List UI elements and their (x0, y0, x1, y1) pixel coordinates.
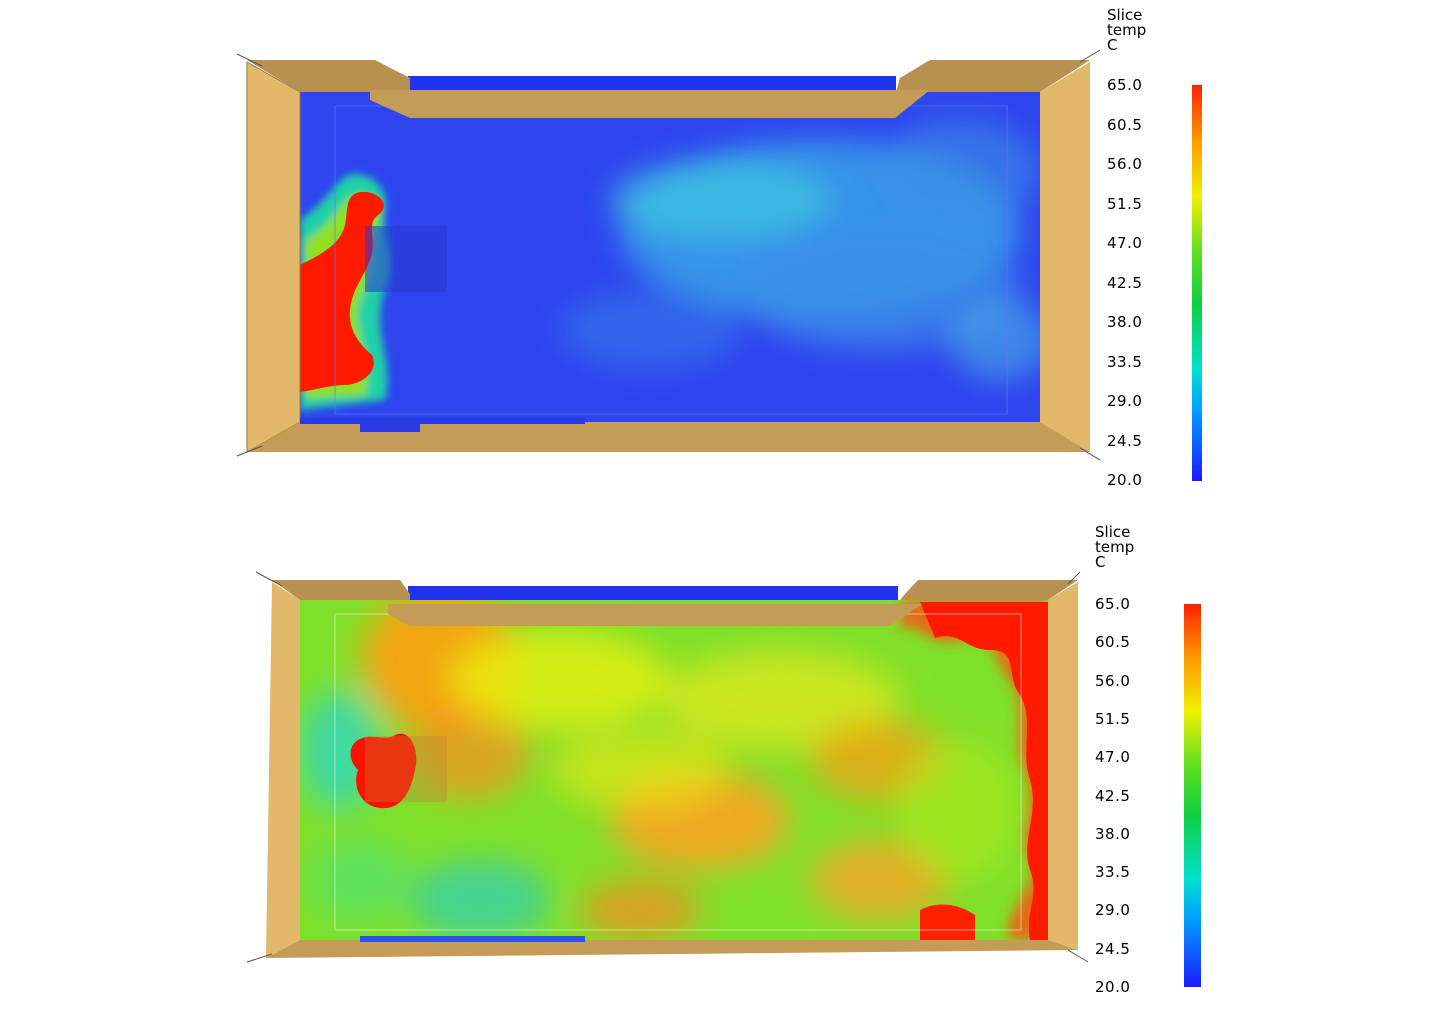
bottom-legend-title: Slice temp C (1095, 525, 1134, 570)
bottom-legend-line-3: C (1095, 553, 1106, 571)
top-legend-title: Slice temp C (1107, 8, 1146, 53)
top-wall-back-right (896, 60, 1090, 92)
bottom-tick: 65.0 (1095, 595, 1131, 613)
bottom-wall-left (266, 582, 300, 958)
bottom-back-vent (408, 586, 898, 600)
top-wall-front (247, 422, 1090, 452)
bottom-wall-front (266, 940, 1078, 958)
top-tick: 51.5 (1107, 195, 1143, 213)
bottom-tick: 47.0 (1095, 748, 1131, 766)
bottom-room-view (246, 571, 1089, 963)
bottom-tick: 20.0 (1095, 978, 1131, 996)
bottom-wall-right (1048, 582, 1078, 950)
top-tick: 47.0 (1107, 234, 1143, 252)
top-room-view (236, 49, 1100, 461)
bottom-legend-line-1: Slice (1095, 523, 1131, 541)
top-legend-line-2: temp (1107, 21, 1147, 39)
bottom-tick: 56.0 (1095, 672, 1131, 690)
bottom-wall-back-left (272, 580, 410, 600)
bottom-panel: Slice temp C 65.0 60.5 56.0 51.5 47.0 42… (0, 510, 1440, 1018)
bottom-wall-back-right (900, 580, 1078, 600)
top-legend-line-1: Slice (1107, 6, 1143, 24)
top-tick: 38.0 (1107, 313, 1143, 331)
top-tick: 65.0 (1107, 76, 1143, 94)
top-tick: 60.5 (1107, 116, 1143, 134)
top-tick: 33.5 (1107, 353, 1143, 371)
top-wall-right (1040, 62, 1090, 452)
bottom-colorbar (1184, 604, 1201, 987)
bottom-tick: 51.5 (1095, 710, 1131, 728)
bottom-tick: 38.0 (1095, 825, 1131, 843)
top-tick: 29.0 (1107, 392, 1143, 410)
top-wall-back (370, 90, 930, 118)
bottom-tick: 42.5 (1095, 787, 1131, 805)
bottom-tick: 60.5 (1095, 633, 1131, 651)
top-colorbar (1192, 85, 1202, 481)
top-tick: 24.5 (1107, 432, 1143, 450)
bottom-tick: 24.5 (1095, 940, 1131, 958)
bottom-wall-back (388, 604, 922, 626)
top-panel: Slice temp C 65.0 60.5 56.0 51.5 47.0 42… (0, 0, 1440, 500)
bottom-tick: 29.0 (1095, 901, 1131, 919)
bottom-tick: 33.5 (1095, 863, 1131, 881)
top-wall-back-left (247, 60, 410, 92)
top-legend-line-3: C (1107, 36, 1118, 54)
top-back-vent (408, 76, 896, 90)
top-tick: 42.5 (1107, 274, 1143, 292)
top-tick: 56.0 (1107, 155, 1143, 173)
bottom-legend-line-2: temp (1095, 538, 1135, 556)
top-wall-left (247, 62, 300, 452)
top-tick: 20.0 (1107, 471, 1143, 489)
